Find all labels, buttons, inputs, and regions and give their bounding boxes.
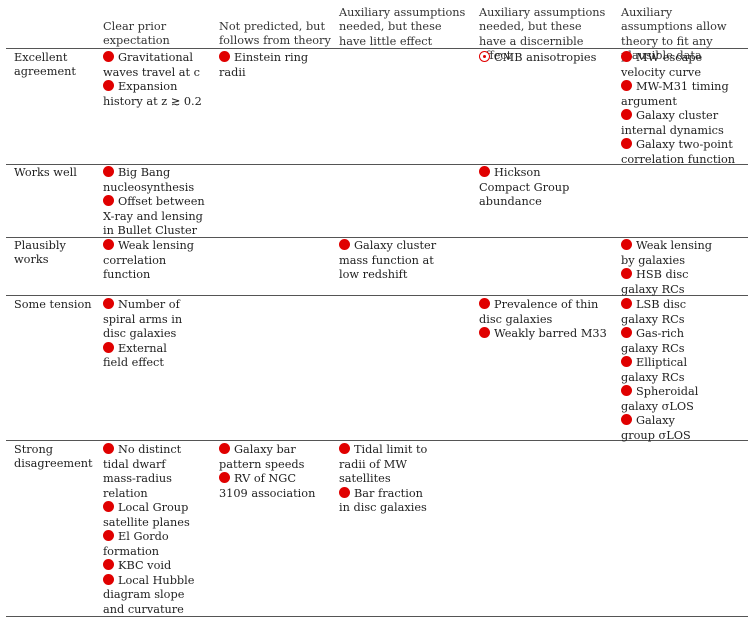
table-item: Number of spiral arms in disc galaxies — [103, 298, 183, 340]
table-item: El Gordo formation — [103, 530, 169, 558]
table-cell: No distinct tidal dwarf mass-radius rela… — [103, 443, 199, 617]
table-item: KBC void — [103, 559, 199, 574]
row-rule — [6, 164, 748, 165]
table-item: Weakly barred M33 — [479, 327, 609, 342]
table-item: Local Hubble diagram slope and curvature — [103, 573, 195, 616]
table-item: Einstein ring radii — [219, 51, 309, 79]
row-label: Strong disagreement — [14, 443, 93, 471]
filled-marker-icon — [339, 486, 350, 498]
table-cell: Weak lensing correlation function — [103, 239, 203, 283]
filled-marker-icon — [103, 530, 114, 541]
table-cell: Gravitational waves travel at c Expansio… — [103, 51, 215, 109]
row-rule — [6, 295, 748, 296]
table-item: Galaxy two-point correlation function — [621, 138, 736, 166]
filled-marker-icon — [621, 138, 632, 149]
filled-marker-icon — [621, 80, 632, 91]
filled-marker-icon — [103, 559, 114, 570]
table-cell: Big Bang nucleosynthesis Offset between … — [103, 166, 205, 239]
row-label: Some tension — [14, 298, 92, 311]
filled-marker-icon — [103, 80, 114, 91]
table-cell: Hickson Compact Group abundance — [479, 166, 583, 210]
filled-marker-icon — [219, 51, 230, 62]
row-label: Excellent agreement — [14, 51, 76, 79]
column-header: Clear prior expectation — [103, 20, 170, 48]
filled-marker-icon — [621, 385, 632, 396]
filled-marker-icon — [339, 239, 350, 250]
table-item: Spheroidal galaxy σLOS — [621, 385, 699, 413]
filled-marker-icon — [621, 327, 632, 338]
filled-marker-icon — [621, 268, 632, 279]
filled-marker-icon — [103, 195, 114, 206]
column-header: Auxiliary assumptions needed, but these … — [479, 6, 606, 63]
table-item: External field effect — [103, 341, 167, 369]
table-cell: Number of spiral arms in disc galaxies E… — [103, 298, 185, 371]
table-item: Expansion history at z ≳ 0.2 — [103, 80, 202, 108]
table-item: Hickson Compact Group abundance — [479, 166, 570, 208]
filled-marker-icon — [103, 51, 114, 62]
table-item: Galaxy group σLOS — [621, 414, 691, 442]
table-cell: Tidal limit to radii of MW satellites Ba… — [339, 443, 431, 516]
table-cell: Prevalence of thin disc galaxies Weakly … — [479, 298, 609, 342]
filled-marker-icon — [621, 109, 632, 120]
table-cell: Galaxy cluster mass function at low reds… — [339, 239, 443, 283]
row-label: Plausibly works — [14, 239, 66, 267]
ring-marker-icon — [479, 51, 490, 62]
filled-marker-icon — [103, 166, 114, 177]
filled-marker-icon — [219, 443, 230, 454]
filled-marker-icon — [219, 472, 230, 483]
table-item: MW-M31 timing argument — [621, 80, 729, 108]
filled-marker-icon — [339, 443, 350, 454]
table-item: Gas-rich galaxy RCs — [621, 327, 685, 355]
column-header: Auxiliary assumptions allow theory to fi… — [621, 6, 727, 63]
table-item: Galaxy cluster internal dynamics — [621, 109, 724, 137]
table-cell: CMB anisotropies — [479, 51, 611, 66]
filled-marker-icon — [103, 501, 114, 512]
filled-marker-icon — [621, 414, 632, 425]
row-rule — [6, 237, 748, 238]
table-item: Local Group satellite planes — [103, 501, 190, 529]
column-header: Auxiliary assumptions needed, but these … — [339, 6, 466, 48]
filled-marker-icon — [479, 327, 490, 338]
filled-marker-icon — [103, 298, 114, 309]
header-rule — [6, 48, 748, 49]
filled-marker-icon — [621, 51, 632, 62]
table-cell: Einstein ring radii — [219, 51, 309, 80]
table-cell: Weak lensing by galaxies HSB disc galaxy… — [621, 239, 717, 297]
table-item: Elliptical galaxy RCs — [621, 356, 688, 384]
filled-marker-icon — [621, 356, 632, 367]
table-item: RV of NGC 3109 association — [219, 472, 316, 500]
table-item: Bar fraction in disc galaxies — [339, 486, 427, 514]
table-item: No distinct tidal dwarf mass-radius rela… — [103, 443, 182, 500]
filled-marker-icon — [103, 341, 114, 353]
table-item: Galaxy bar pattern speeds — [219, 443, 305, 471]
table-item: Offset between X-ray and lensing in Bull… — [103, 195, 205, 237]
table-item: Tidal limit to radii of MW satellites — [339, 443, 428, 485]
filled-marker-icon — [103, 239, 114, 250]
filled-marker-icon — [621, 298, 632, 309]
bottom-rule — [6, 616, 748, 617]
row-rule — [6, 440, 748, 441]
filled-marker-icon — [621, 239, 632, 250]
filled-marker-icon — [479, 166, 490, 177]
table-item: Gravitational waves travel at c — [103, 51, 200, 79]
table-cell: LSB disc galaxy RCs Gas-rich galaxy RCs … — [621, 298, 701, 443]
table-cell: Galaxy bar pattern speeds RV of NGC 3109… — [219, 443, 321, 501]
table-item: LSB disc galaxy RCs — [621, 298, 687, 326]
table-item: MW escape velocity curve — [621, 51, 703, 79]
filled-marker-icon — [103, 573, 114, 585]
table-cell: MW escape velocity curve MW-M31 timing a… — [621, 51, 739, 167]
table-item: Big Bang nucleosynthesis — [103, 166, 195, 194]
table-item: Weak lensing correlation function — [103, 239, 195, 281]
filled-marker-icon — [103, 443, 114, 454]
row-label: Works well — [14, 166, 77, 179]
table-item: Prevalence of thin disc galaxies — [479, 298, 599, 326]
table-item: CMB anisotropies — [479, 51, 611, 66]
table-item: HSB disc galaxy RCs — [621, 268, 689, 296]
column-header: Not predicted, but follows from theory — [219, 20, 331, 48]
filled-marker-icon — [479, 298, 490, 309]
table-item: Weak lensing by galaxies — [621, 239, 713, 267]
table-item: Galaxy cluster mass function at low reds… — [339, 239, 437, 281]
